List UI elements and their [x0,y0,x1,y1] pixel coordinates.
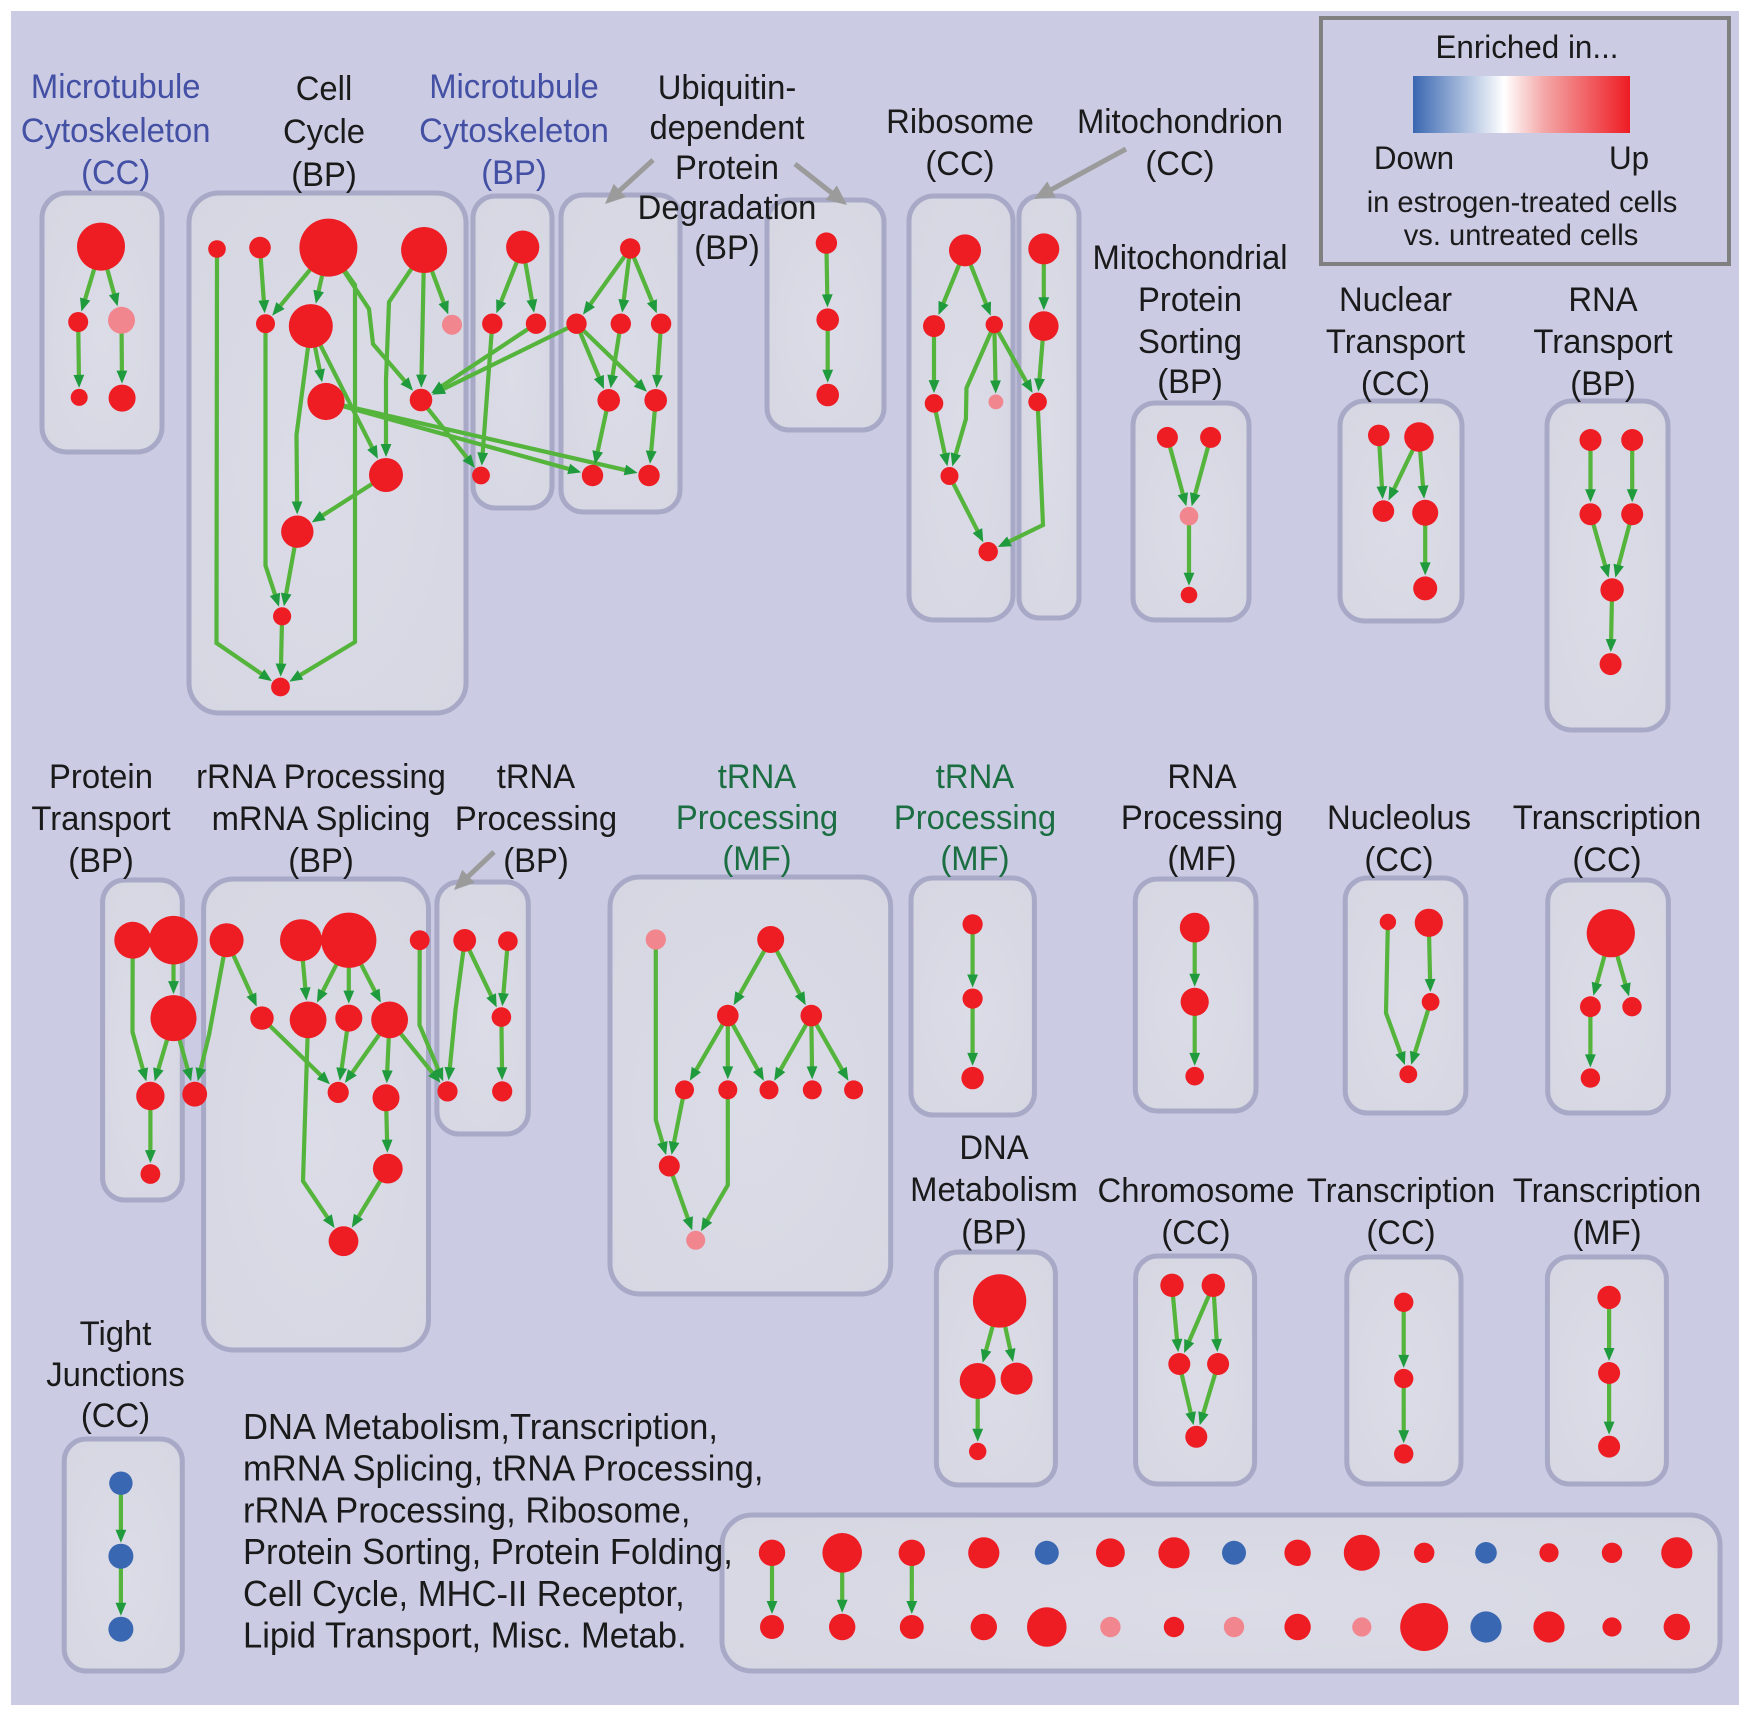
svg-text:Nucleolus: Nucleolus [1327,799,1471,837]
svg-text:rRNA Processing: rRNA Processing [196,758,446,796]
svg-text:(CC): (CC) [1161,1214,1230,1252]
svg-text:(MF): (MF) [1572,1214,1641,1252]
svg-text:Microtubule: Microtubule [429,68,599,106]
svg-text:Transport: Transport [1533,323,1673,361]
svg-text:(BP): (BP) [694,229,760,267]
svg-text:Degradation: Degradation [638,189,817,227]
svg-text:(BP): (BP) [503,842,569,880]
svg-text:Cycle: Cycle [283,113,365,151]
svg-text:Mitochondrion: Mitochondrion [1077,103,1283,141]
svg-text:(BP): (BP) [1157,363,1223,401]
svg-text:RNA: RNA [1167,758,1237,796]
svg-text:Ribosome: Ribosome [886,103,1034,141]
svg-text:Transcription: Transcription [1513,799,1701,837]
svg-text:tRNA: tRNA [718,758,797,796]
svg-text:DNA Metabolism,Transcription,: DNA Metabolism,Transcription, [243,1406,718,1447]
svg-text:(CC): (CC) [1572,841,1641,879]
svg-text:Processing: Processing [455,800,617,838]
svg-text:(CC): (CC) [81,1397,150,1435]
svg-text:Processing: Processing [894,799,1056,837]
svg-text:(MF): (MF) [940,840,1009,878]
svg-text:Processing: Processing [676,799,838,837]
svg-text:(BP): (BP) [481,154,547,192]
svg-text:Chromosome: Chromosome [1098,1172,1295,1210]
svg-text:Up: Up [1609,140,1649,176]
svg-text:mRNA Splicing, tRNA Processing: mRNA Splicing, tRNA Processing, [243,1448,764,1489]
svg-text:tRNA: tRNA [936,758,1015,796]
svg-text:(CC): (CC) [925,145,994,183]
svg-text:Cell Cycle, MHC-II Receptor,: Cell Cycle, MHC-II Receptor, [243,1573,685,1614]
svg-text:in estrogen-treated cells: in estrogen-treated cells [1367,186,1678,219]
svg-text:(BP): (BP) [68,842,134,880]
svg-text:Transcription: Transcription [1307,1172,1495,1210]
svg-text:dependent: dependent [649,109,805,147]
svg-text:Tight: Tight [80,1315,152,1353]
svg-text:rRNA Processing, Ribosome,: rRNA Processing, Ribosome, [243,1489,691,1530]
svg-text:Protein: Protein [675,149,779,187]
svg-text:Protein: Protein [1138,281,1242,319]
svg-text:(CC): (CC) [1361,365,1430,403]
svg-text:Enriched in...: Enriched in... [1436,29,1619,65]
svg-text:Protein Sorting, Protein Foldi: Protein Sorting, Protein Folding, [243,1531,733,1572]
svg-text:Down: Down [1374,140,1454,176]
svg-text:Lipid Transport, Misc. Metab.: Lipid Transport, Misc. Metab. [243,1615,687,1656]
svg-text:(MF): (MF) [722,840,791,878]
svg-text:Metabolism: Metabolism [910,1171,1078,1209]
svg-text:Mitochondrial: Mitochondrial [1092,239,1287,277]
svg-text:Cell: Cell [296,70,353,108]
svg-text:Transcription: Transcription [1513,1172,1701,1210]
svg-text:mRNA Splicing: mRNA Splicing [212,800,431,838]
svg-text:(CC): (CC) [1366,1214,1435,1252]
svg-text:Transport: Transport [1326,323,1466,361]
svg-text:Protein: Protein [49,758,153,796]
svg-text:Cytoskeleton: Cytoskeleton [21,112,211,150]
svg-text:Junctions: Junctions [46,1356,185,1394]
svg-text:tRNA: tRNA [497,758,576,796]
svg-text:Ubiquitin-: Ubiquitin- [658,69,797,107]
svg-text:Sorting: Sorting [1138,323,1242,361]
svg-text:(CC): (CC) [81,154,150,192]
svg-text:Microtubule: Microtubule [31,68,201,106]
svg-text:(BP): (BP) [961,1214,1027,1252]
svg-text:Nuclear: Nuclear [1339,281,1452,319]
svg-text:(BP): (BP) [291,156,357,194]
svg-text:(MF): (MF) [1167,840,1236,878]
svg-text:vs. untreated cells: vs. untreated cells [1404,219,1639,252]
svg-text:(BP): (BP) [288,842,354,880]
svg-text:(CC): (CC) [1145,145,1214,183]
svg-text:(CC): (CC) [1364,841,1433,879]
svg-text:Cytoskeleton: Cytoskeleton [419,112,609,150]
svg-text:Transport: Transport [31,800,171,838]
svg-text:RNA: RNA [1568,281,1638,319]
svg-text:DNA: DNA [959,1129,1029,1167]
svg-text:(BP): (BP) [1570,365,1636,403]
svg-text:Processing: Processing [1121,799,1283,837]
